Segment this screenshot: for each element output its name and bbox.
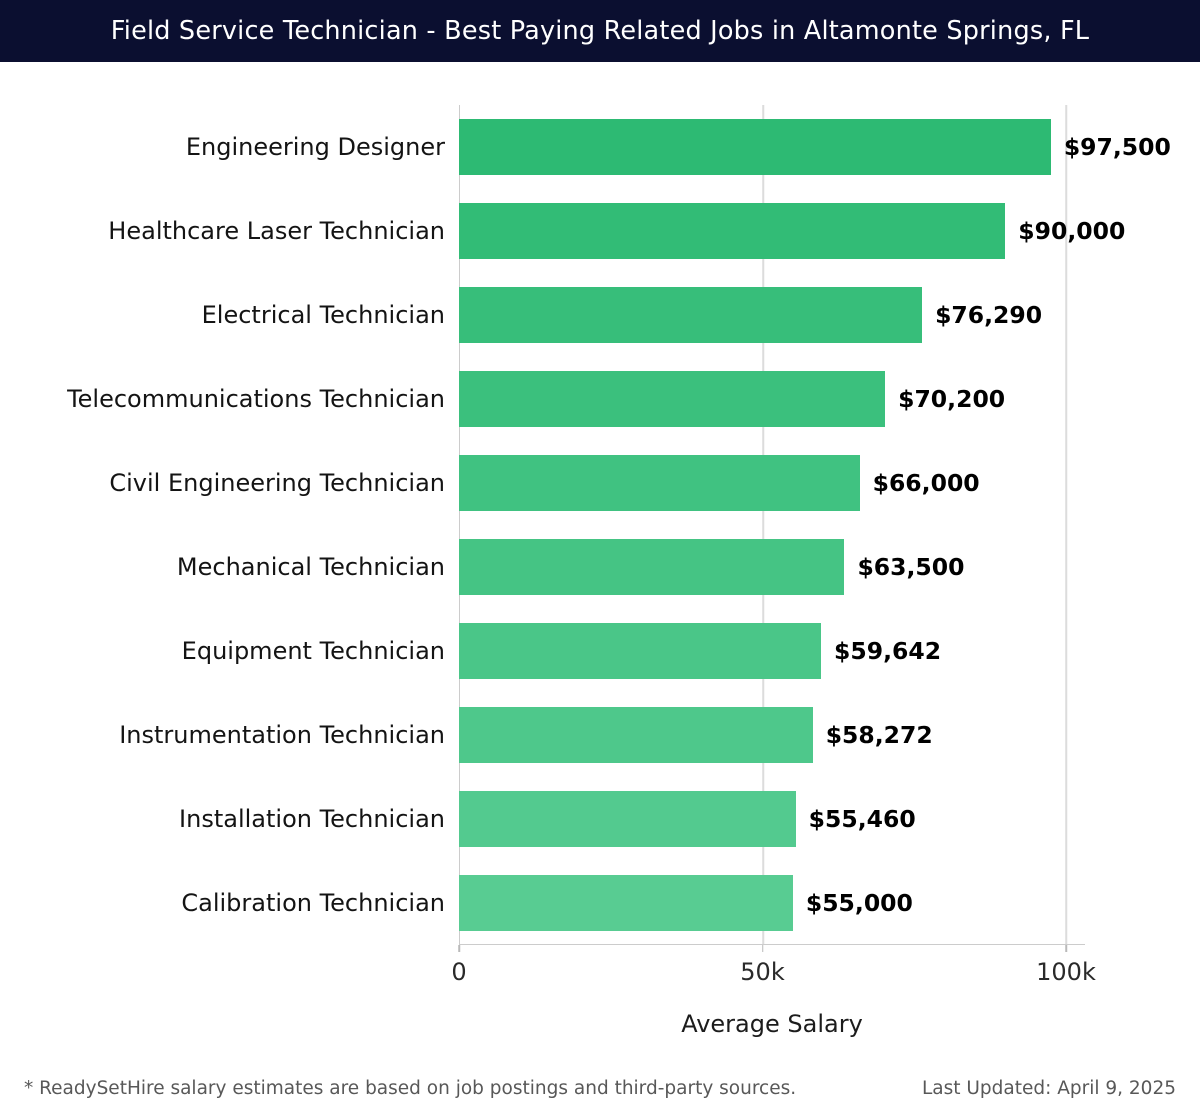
value-label: $90,000: [1018, 217, 1126, 245]
bar: [459, 707, 813, 763]
x-tick-mark: [458, 945, 460, 952]
x-tick-label: 100k: [1036, 958, 1096, 986]
category-label: Civil Engineering Technician: [109, 469, 445, 497]
x-axis-title: Average Salary: [681, 1010, 863, 1038]
x-tick-label: 50k: [740, 958, 785, 986]
bar-track: $55,000: [459, 875, 1085, 931]
category-label: Mechanical Technician: [176, 553, 445, 581]
bar: [459, 203, 1006, 259]
plot-area: [459, 105, 1085, 945]
value-label: $55,460: [808, 805, 916, 833]
chart-title: Field Service Technician - Best Paying R…: [110, 16, 1090, 46]
bar-row: Equipment Technician $59,642: [0, 609, 1200, 693]
value-label: $59,642: [834, 637, 942, 665]
bar: [459, 455, 860, 511]
bar-row: Instrumentation Technician $58,272: [0, 693, 1200, 777]
x-tick-mark: [1065, 945, 1067, 952]
title-banner: Field Service Technician - Best Paying R…: [0, 0, 1200, 62]
value-label: $63,500: [857, 553, 965, 581]
category-label: Equipment Technician: [181, 637, 445, 665]
footer: * ReadySetHire salary estimates are base…: [0, 1078, 1200, 1099]
value-label: $76,290: [935, 301, 1043, 329]
bar-row: Calibration Technician $55,000: [0, 861, 1200, 945]
bar: [459, 791, 796, 847]
bar-track: $63,500: [459, 539, 1085, 595]
category-label: Instrumentation Technician: [119, 721, 445, 749]
bar: [459, 623, 822, 679]
bar-chart: Engineering Designer $97,500 Healthcare La…: [0, 62, 1200, 1078]
bar-track: $90,000: [459, 203, 1125, 259]
footer-last-updated: Last Updated: April 9, 2025: [921, 1078, 1176, 1099]
category-label: Engineering Designer: [185, 133, 445, 161]
bar: [459, 287, 923, 343]
bar-row: Healthcare Laser Technician $90,000: [0, 189, 1200, 273]
value-label: $58,272: [825, 721, 933, 749]
x-axis: 0 50k 100k: [451, 945, 1096, 986]
category-label: Calibration Technician: [181, 889, 445, 917]
bar-track: $59,642: [459, 623, 1085, 679]
bar: [459, 875, 793, 931]
bar-row: Installation Technician $55,460: [0, 777, 1200, 861]
bar-track: $76,290: [459, 287, 1085, 343]
footer-note: * ReadySetHire salary estimates are base…: [24, 1078, 797, 1099]
bar-track: $58,272: [459, 707, 1085, 763]
x-axis-label-row: Average Salary: [459, 1010, 1085, 1038]
gridline: [762, 105, 764, 944]
value-label: $66,000: [872, 469, 980, 497]
category-label: Installation Technician: [179, 805, 445, 833]
category-label: Healthcare Laser Technician: [108, 217, 445, 245]
bar-row: Mechanical Technician $63,500: [0, 525, 1200, 609]
bar-track: $97,500: [459, 119, 1171, 175]
bar-track: $55,460: [459, 791, 1085, 847]
bar: [459, 539, 845, 595]
bar-row: Engineering Designer $97,500: [0, 105, 1200, 189]
value-label: $97,500: [1063, 133, 1171, 161]
bar-track: $70,200: [459, 371, 1085, 427]
x-tick-mark: [761, 945, 764, 952]
x-tick-label: 0: [451, 958, 467, 986]
bar: [459, 371, 886, 427]
bar-row: Electrical Technician $76,290: [0, 273, 1200, 357]
bar-track: $66,000: [459, 455, 1085, 511]
gridline: [1065, 105, 1067, 944]
bar-rows: Engineering Designer $97,500 Healthcare La…: [0, 105, 1200, 945]
bar-row: Telecommunications Technician $70,200: [0, 357, 1200, 441]
value-label: $70,200: [898, 385, 1006, 413]
category-label: Telecommunications Technician: [67, 385, 445, 413]
bar: [459, 119, 1051, 175]
category-label: Electrical Technician: [201, 301, 445, 329]
value-label: $55,000: [805, 889, 913, 917]
bar-row: Civil Engineering Technician $66,000: [0, 441, 1200, 525]
